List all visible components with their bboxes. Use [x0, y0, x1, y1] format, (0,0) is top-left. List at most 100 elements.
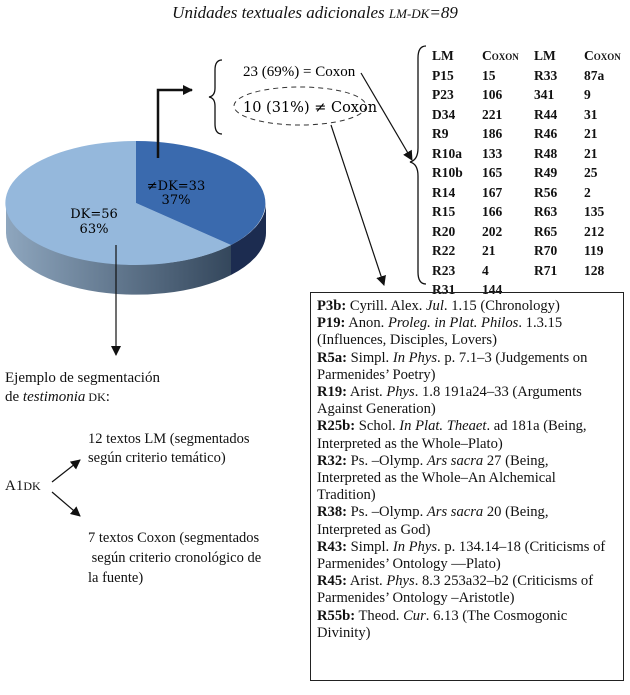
table-cell: 341 [534, 87, 555, 102]
table-cell: 119 [584, 243, 604, 258]
pie-side-light [6, 203, 231, 295]
table-cell: R10a [432, 145, 462, 161]
entry-text: Simpl. [347, 538, 393, 555]
entry-text: Cyrill. Alex. [346, 298, 427, 314]
entry-id: P19: [317, 315, 346, 332]
testimonium-entry: R25b: Schol. In Plat. Theaet. ad 181a (B… [317, 418, 615, 452]
table-row: R23 4 R71 128 [432, 261, 628, 281]
entry-id: R19: [317, 384, 347, 401]
entry-text: Simpl. [347, 349, 393, 366]
table-cell: 186 [482, 126, 503, 141]
table-cell: R23 [432, 262, 456, 278]
entry-text: 27 (Being, Interpreted as the Whole–An A… [317, 452, 556, 504]
entry-text: . p. 134.14–18 (Criticisms of Parmenides… [317, 538, 606, 573]
table-cell: R9 [432, 126, 449, 141]
lm-segmentation: 12 textos LM (segmentados según criterio … [88, 431, 250, 466]
table-cell: 106 [482, 87, 503, 102]
table-cell: 87a [584, 67, 605, 83]
entry-id: R55b: [317, 607, 356, 624]
arrow-to-lm [51, 459, 81, 483]
entry-text: Theod. [355, 607, 404, 624]
table-cell: 21 [482, 243, 496, 258]
table-cell: R14 [432, 184, 456, 200]
equal-coxon-label: 23 (69%) = Coxon [243, 64, 356, 80]
entry-text: Cur [403, 607, 426, 624]
arrow-equal-to-table [360, 72, 413, 161]
table-cell: 167 [482, 184, 503, 200]
table-row: R31 144 [432, 280, 628, 300]
table-cell: P15 [432, 67, 454, 83]
entry-text: Ars sacra [426, 452, 484, 469]
table-cell: R65 [534, 223, 558, 239]
table-cell: 165 [482, 165, 503, 180]
table-cell: R10b [432, 165, 463, 180]
entry-text: Phys [386, 384, 415, 401]
table-cell: P23 [432, 87, 454, 102]
table-cell: 166 [482, 204, 503, 219]
testimonium-entry: P3b: Cyrill. Alex. Jul. 1.15 (Chronology… [317, 298, 615, 315]
pie-label-non-dk: ≠DK=33 [147, 179, 205, 194]
testimonia-list-box: P3b: Cyrill. Alex. Jul. 1.15 (Chronology… [310, 292, 624, 681]
table-cell: 221 [482, 106, 503, 122]
table-cell: R22 [432, 243, 456, 258]
entry-text: . ad 181a (Being, Interpreted as the Who… [317, 418, 587, 452]
entry-id: R5a: [317, 349, 347, 366]
arrow-different-to-box [330, 124, 386, 286]
testimonium-entry: P19: Anon. Proleg. in Plat. Philos. 1.3.… [317, 315, 615, 349]
table-cell: R48 [534, 145, 558, 161]
entry-text: Anon. [345, 315, 388, 332]
lm-coxon-table: LM Coxon LM Coxon P15 15 R33 87a P23 106 341 9 D34 22… [432, 46, 628, 300]
entry-text: In Phys [392, 349, 438, 366]
brace-branch [208, 59, 223, 135]
diagram-title: Unidades textuales adicionales LM-DK=89 [172, 3, 458, 22]
example-root: A1DK [5, 478, 41, 494]
table-cell: 135 [584, 204, 605, 219]
table-cell: 133 [482, 145, 503, 161]
entry-text: Proleg. in Plat. Philos [387, 315, 519, 332]
entry-text: Arist. [347, 573, 387, 590]
table-cell: 9 [584, 87, 591, 102]
table-cell: 128 [584, 262, 605, 278]
example-heading-line2: de testimonia DK: [5, 389, 110, 405]
entry-text: . 1.15 (Chronology) [443, 298, 560, 314]
example-heading-line1: Ejemplo de segmentación [5, 370, 160, 386]
table-row: R22 21 R70 119 [432, 241, 628, 261]
entry-text: . 1.3.15 (Influences, Disciples, Lovers) [317, 315, 563, 349]
testimonium-entry: R19: Arist. Phys. 1.8 191a24–33 (Argumen… [317, 384, 615, 418]
entry-text: . 6.13 (The Cosmogonic Divinity) [317, 607, 568, 641]
table-row: R15 166 R63 135 [432, 202, 628, 222]
table-cell: R31 [432, 282, 456, 297]
column-header: Coxon [482, 48, 519, 63]
table-cell: R63 [534, 204, 558, 219]
table-row: R10b 165 R49 25 [432, 163, 628, 183]
entry-text: In Plat. Theaet [399, 418, 487, 435]
entry-id: R45: [317, 573, 347, 590]
table-cell: R56 [534, 184, 558, 200]
table-cell: 2 [584, 184, 591, 200]
entry-id: P3b: [317, 298, 347, 314]
pie-percent-dk: 63% [80, 222, 109, 237]
table-cell: 21 [584, 145, 598, 161]
testimonium-entry: R38: Ps. –Olymp. Ars sacra 20 (Being, In… [317, 504, 615, 538]
pie-label-dk: DK=56 [70, 207, 118, 222]
column-header: Coxon [584, 48, 621, 63]
different-coxon-label: 10 (31%) ≠ Coxon [243, 100, 377, 116]
table-cell: R70 [534, 243, 558, 258]
pie-slice-non-dk [136, 141, 266, 245]
table-row: R10a 133 R48 21 [432, 144, 628, 164]
entry-text: Ps. –Olymp. [347, 504, 427, 521]
entry-text: Ps. –Olymp. [347, 452, 427, 469]
brace-table [409, 45, 427, 285]
example-heading: Ejemplo de segmentación de testimonia DK… [5, 370, 160, 406]
table-row: R9 186 R46 21 [432, 124, 628, 144]
table-cell: 4 [482, 262, 489, 278]
table-row: R14 167 R56 2 [432, 183, 628, 203]
table-cell: 25 [584, 165, 598, 180]
entry-text: Phys [386, 573, 415, 590]
entry-text: . p. 7.1–3 (Judgements on Parmenides’ Po… [317, 349, 588, 383]
table-cell: 31 [584, 106, 598, 122]
column-header: LM [432, 48, 454, 63]
table-cell: 21 [584, 126, 598, 141]
dashed-highlight [233, 86, 367, 126]
